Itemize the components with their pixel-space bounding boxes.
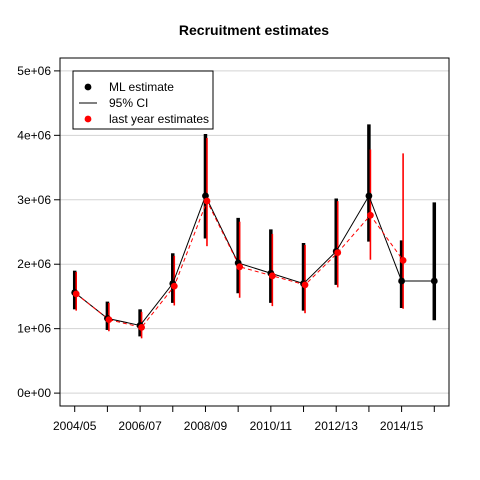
legend-label: 95% CI (109, 96, 148, 110)
data-point (170, 282, 178, 290)
gridlines (60, 70, 449, 394)
x-tick-label: 2010/11 (250, 419, 293, 433)
data-point (236, 263, 244, 271)
legend-label: last year estimates (109, 112, 209, 126)
legend-box (72, 70, 214, 130)
legend: ML estimate 95% CI last year estimates (72, 70, 214, 130)
data-point (399, 256, 407, 264)
data-point (105, 316, 113, 324)
legend-marker (84, 83, 92, 91)
data-point (203, 197, 211, 205)
series-line (75, 199, 404, 328)
x-tick-label: 2014/15 (380, 419, 424, 433)
data-point (138, 323, 145, 331)
data-point (301, 281, 309, 289)
series-lines (74, 194, 435, 328)
plot-frame (59, 57, 450, 407)
data-point (430, 277, 438, 285)
data-point (268, 272, 276, 280)
x-tick-label: 2008/09 (184, 419, 228, 433)
chart-title: Recruitment estimates (179, 22, 329, 38)
series-line (74, 194, 435, 326)
x-tick-label: 2012/13 (315, 419, 359, 433)
y-tick-label: 1e+06 (17, 322, 51, 336)
data-point (398, 277, 406, 285)
y-tick-label: 0e+00 (17, 386, 51, 400)
series-points (71, 192, 438, 331)
y-tick-label: 3e+06 (17, 193, 51, 207)
axes: 0e+00 1e+06 2e+06 3e+06 4e+06 5e+06 2004/05 200… (17, 64, 435, 433)
data-point (202, 192, 209, 200)
data-point (72, 290, 80, 298)
x-tick-label: 2004/05 (53, 419, 97, 433)
legend-label: ML estimate (109, 80, 174, 94)
data-point (365, 192, 373, 200)
legend-marker (84, 115, 92, 123)
data-point (334, 249, 342, 257)
y-tick-label: 4e+06 (17, 128, 51, 142)
data-point (367, 211, 374, 219)
y-tick-label: 5e+06 (17, 64, 51, 78)
y-tick-label: 2e+06 (17, 257, 51, 271)
x-tick-label: 2006/07 (118, 419, 162, 433)
